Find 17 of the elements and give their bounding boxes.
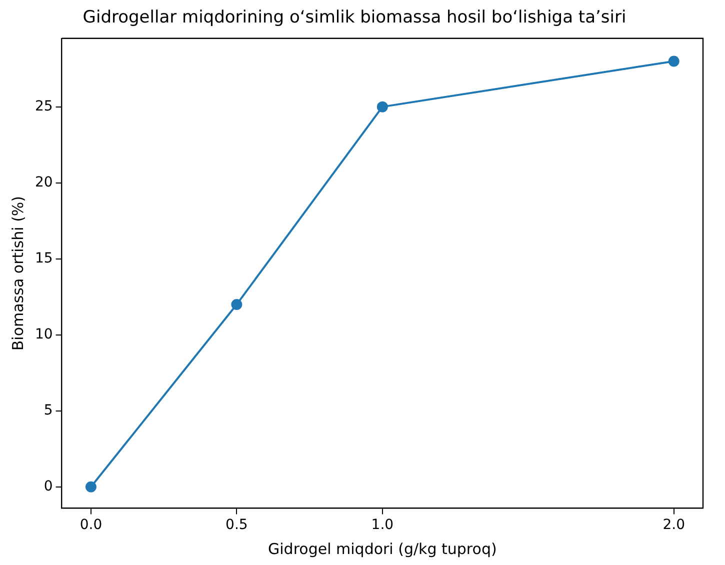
- point: [231, 298, 242, 310]
- chart-title: Gidrogellar miqdorining oʻsimlik biomassa hosil boʻlishiga taʼsiri: [82, 8, 626, 28]
- y-tick-label: 25: [34, 98, 53, 114]
- x-axis-title: Gidrogel miqdori (g/kg tuproq): [268, 540, 497, 558]
- x-tick-label: 1.0: [371, 517, 394, 534]
- y-tick-label: 20: [34, 174, 53, 190]
- x-tick-label: 0.0: [80, 517, 102, 534]
- point: [668, 56, 680, 67]
- y-tick-label: 0: [44, 478, 53, 495]
- y-tick-label: 5: [44, 402, 53, 419]
- x-tick-label: 0.5: [226, 517, 248, 534]
- y-axis-title: Biomassa ortishi (%): [8, 196, 27, 351]
- point: [376, 101, 388, 112]
- y-tick-label: 15: [34, 250, 53, 266]
- x-tick-label: 2.0: [662, 517, 685, 534]
- point: [85, 481, 96, 492]
- y-tick-label: 10: [34, 326, 53, 343]
